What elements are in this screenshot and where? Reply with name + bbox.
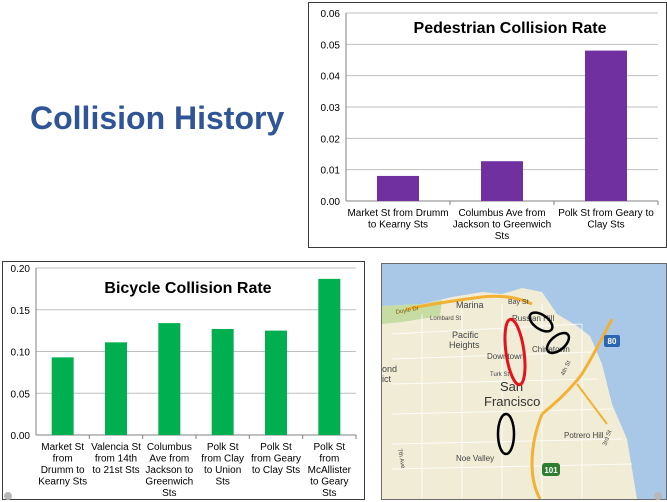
bicycle-collision-chart: 0.00 0.05 0.10 0.15 0.20 Bicycle Collision Ra… [2, 261, 365, 500]
chart-title: Pedestrian Collision Rate [414, 20, 607, 37]
us-101-label: 101 [544, 466, 558, 475]
san-francisco-map: 80 101 Marina Bay St Lombard St Russian … [381, 263, 667, 500]
x-category-label: to 21st Sts [92, 465, 139, 476]
map-label-bay-st: Bay St [508, 299, 529, 306]
bar [377, 175, 419, 201]
x-category-label: from [53, 454, 73, 465]
map-label-potrero-hill: Potrero Hill [564, 431, 604, 440]
map-label-ict: ict [382, 374, 391, 384]
x-category-label: Jackson to Greenwich [453, 220, 551, 231]
chart-title: Bicycle Collision Rate [104, 280, 271, 297]
y-tick-label: 0.00 [11, 431, 31, 442]
y-tick-label: 0.00 [321, 197, 341, 208]
map-label-russian-hill: Russian Hill [512, 314, 554, 323]
bicycle-chart-svg: 0.00 0.05 0.10 0.15 0.20 Bicycle Collision Ra… [11, 264, 357, 499]
slide-title: Collision History [30, 100, 285, 136]
map-highway-101 [530, 413, 544, 499]
bar [51, 357, 74, 435]
x-category-label: Sts [162, 488, 176, 499]
map-label-7th-ave: 7th Ave [396, 448, 405, 469]
bar [481, 161, 523, 201]
map-label-3rd-st: 3rd St [602, 429, 613, 446]
x-category-label: to Kearny Sts [368, 220, 428, 231]
y-tick-label: 0.02 [321, 134, 341, 145]
pedestrian-chart-svg: 0.00 0.01 0.02 0.03 0.04 0.05 0.06 Pedestrian C… [321, 9, 659, 242]
map-label-chinatown: Chinatown [532, 345, 570, 354]
x-category-label: Columbus Ave from [458, 208, 545, 219]
x-category-label: from 14th [95, 454, 137, 465]
map-label-doyle-dr: Doyle Dr [395, 306, 419, 316]
map-label-turk-st: Turk St [490, 372, 509, 378]
x-category-label: Clay Sts [587, 220, 624, 231]
x-category-label: from Clay [201, 454, 244, 465]
x-category-label: to Clay Sts [252, 465, 300, 476]
bar [585, 50, 627, 201]
handle-dot-right [654, 492, 662, 500]
map-svg: 80 101 Marina Bay St Lombard St Russian … [382, 264, 666, 499]
map-label-pacific: Pacific [452, 330, 479, 340]
x-category-label: Market St [41, 442, 84, 453]
y-tick-label: 0.03 [321, 103, 341, 114]
x-category-label: from [319, 454, 339, 465]
y-tick-label: 0.15 [11, 306, 31, 317]
map-highway-280 [576, 383, 608, 425]
x-category-label: Valencia St [91, 442, 141, 453]
interstate-80-label: 80 [608, 337, 617, 346]
bar [158, 323, 181, 435]
map-label-francisco: Francisco [484, 394, 540, 409]
map-land [382, 288, 637, 499]
y-tick-label: 0.06 [321, 9, 341, 20]
x-category-label: to Union [204, 465, 241, 476]
map-label-san: San [500, 379, 523, 394]
map-highway-80 [541, 318, 614, 416]
map-label-lombard-st: Lombard St [430, 316, 461, 322]
interstate-80-shield [604, 335, 620, 347]
black-ellipse-columbus-south [545, 331, 571, 355]
y-tick-label: 0.20 [11, 264, 31, 275]
x-category-label: Polk St from Geary to [558, 208, 654, 219]
x-category-label: to Geary [310, 477, 348, 488]
x-category-label: from Geary [251, 454, 301, 465]
x-category-label: McAllister [308, 465, 352, 476]
black-ellipse-columbus-north [528, 311, 554, 333]
pedestrian-collision-chart: 0.00 0.01 0.02 0.03 0.04 0.05 0.06 Pedestrian C… [308, 2, 667, 248]
black-ellipse-valencia-st [496, 412, 516, 456]
x-category-label: Market St from Drumm [347, 208, 448, 219]
map-label-marina: Marina [456, 300, 484, 310]
x-category-label: Sts [495, 231, 509, 242]
red-ellipse-polk-st [503, 317, 527, 387]
us-101-shield [542, 463, 560, 476]
map-highway-doyle [406, 294, 533, 311]
x-category-label: Polk St [207, 442, 239, 453]
x-category-label: Sts [322, 488, 336, 499]
x-category-label: Greenwich [145, 477, 193, 488]
bar [211, 328, 234, 435]
x-category-label: Polk St [313, 442, 345, 453]
y-tick-label: 0.01 [321, 166, 341, 177]
x-category-label: Polk St [260, 442, 292, 453]
x-category-label: Jackson to [145, 465, 193, 476]
x-category-label: Ave from [149, 454, 189, 465]
y-tick-label: 0.04 [321, 72, 341, 83]
bar [105, 342, 127, 435]
x-category-label: Columbus [147, 442, 192, 453]
handle-dot-left [4, 492, 12, 500]
x-category-label: Drumm to [41, 465, 85, 476]
map-label-ond: ond [382, 364, 397, 374]
y-tick-label: 0.05 [11, 389, 31, 400]
x-category-label: Kearny Sts [38, 477, 87, 488]
bar [318, 278, 341, 435]
y-tick-label: 0.05 [321, 40, 341, 51]
map-label-noe-valley: Noe Valley [456, 454, 494, 463]
map-label-heights: Heights [449, 340, 480, 350]
x-category-label: Sts [215, 477, 229, 488]
bar [265, 330, 287, 435]
y-tick-label: 0.10 [11, 348, 31, 359]
